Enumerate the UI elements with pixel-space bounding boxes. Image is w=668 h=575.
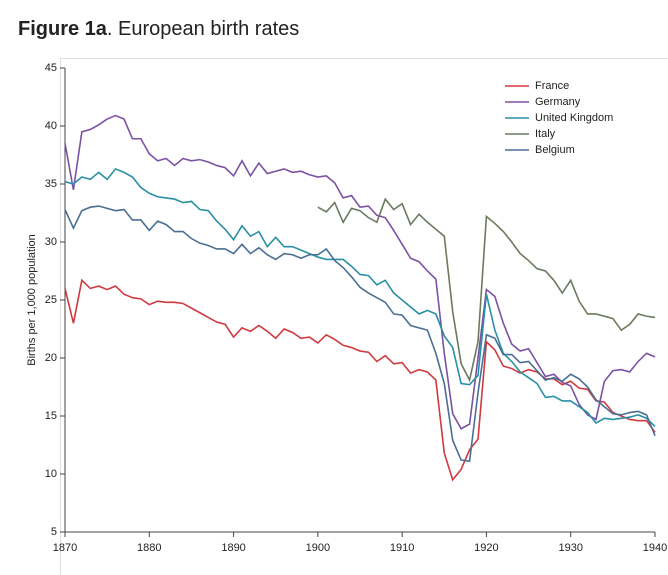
- y-tick-label: 20: [45, 352, 57, 364]
- chart-title: Figure 1a. European birth rates: [18, 18, 299, 40]
- legend-label: France: [535, 80, 569, 92]
- x-tick-label: 1900: [306, 542, 330, 554]
- legend-label: Italy: [535, 128, 556, 140]
- y-tick-label: 25: [45, 294, 57, 306]
- series-line: [317, 197, 656, 383]
- title-label: Figure 1a: [18, 18, 108, 40]
- series-line: [64, 114, 656, 430]
- x-tick-label: 1880: [137, 542, 161, 554]
- y-tick-label: 10: [45, 468, 57, 480]
- y-tick-label: 35: [45, 178, 57, 190]
- x-tick-label: 1910: [390, 542, 414, 554]
- series-line: [64, 167, 656, 428]
- series-line: [64, 205, 656, 463]
- y-tick-label: 45: [45, 62, 57, 74]
- legend-label: United Kingdom: [535, 112, 613, 124]
- y-axis-label: Births per 1,000 population: [26, 234, 38, 365]
- legend-label: Germany: [535, 96, 581, 108]
- y-tick-label: 15: [45, 410, 57, 422]
- y-tick-label: 5: [51, 526, 57, 538]
- y-tick-label: 40: [45, 120, 57, 132]
- x-tick-label: 1930: [558, 542, 582, 554]
- x-tick-label: 1940: [643, 542, 667, 554]
- legend-label: Belgium: [535, 144, 575, 156]
- title-text: . European birth rates: [107, 18, 299, 40]
- panel-border: [60, 58, 668, 575]
- x-tick-label: 1920: [474, 542, 498, 554]
- x-tick-label: 1890: [221, 542, 245, 554]
- y-tick-label: 30: [45, 236, 57, 248]
- series-line: [64, 278, 656, 482]
- x-tick-label: 1870: [53, 542, 77, 554]
